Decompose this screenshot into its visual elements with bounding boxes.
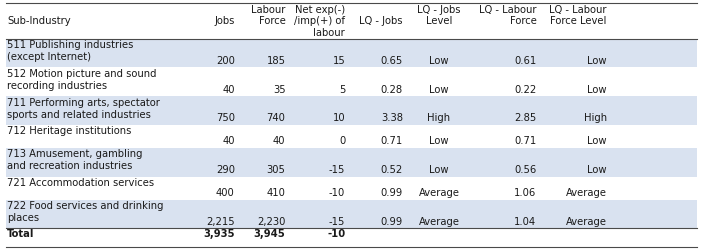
Bar — [6, 96, 697, 125]
Bar — [6, 39, 697, 68]
Text: Average: Average — [418, 217, 460, 227]
Text: 0.71: 0.71 — [514, 136, 536, 146]
Text: 200: 200 — [216, 56, 235, 66]
Text: 35: 35 — [273, 85, 285, 95]
Text: 1.04: 1.04 — [515, 217, 536, 227]
Text: 0.22: 0.22 — [514, 85, 536, 95]
Text: 511 Publishing industries
(except Internet): 511 Publishing industries (except Intern… — [7, 40, 134, 62]
Text: 40: 40 — [222, 136, 235, 146]
Text: 0.56: 0.56 — [514, 165, 536, 175]
Text: Labour: Labour — [251, 5, 285, 15]
Text: Low: Low — [587, 56, 607, 66]
Text: 40: 40 — [273, 136, 285, 146]
Text: 10: 10 — [333, 113, 345, 123]
Text: 290: 290 — [216, 165, 235, 175]
Text: LQ - Jobs: LQ - Jobs — [359, 16, 403, 26]
Text: 5: 5 — [339, 85, 345, 95]
Text: 512 Motion picture and sound
recording industries: 512 Motion picture and sound recording i… — [7, 69, 157, 91]
Bar — [6, 177, 697, 200]
Text: 713 Amusement, gambling
and recreation industries: 713 Amusement, gambling and recreation i… — [7, 149, 143, 171]
Bar — [6, 3, 697, 39]
Text: 0.99: 0.99 — [380, 217, 403, 227]
Text: -15: -15 — [329, 165, 345, 175]
Text: 0.28: 0.28 — [381, 85, 403, 95]
Text: Jobs: Jobs — [214, 16, 235, 26]
Text: 0.99: 0.99 — [380, 188, 403, 198]
Text: Low: Low — [430, 136, 449, 146]
Text: 2,215: 2,215 — [206, 217, 235, 227]
Text: 0.65: 0.65 — [380, 56, 403, 66]
Text: 740: 740 — [266, 113, 285, 123]
Text: 0.71: 0.71 — [380, 136, 403, 146]
Text: 750: 750 — [216, 113, 235, 123]
Text: Average: Average — [418, 188, 460, 198]
Text: 0.61: 0.61 — [514, 56, 536, 66]
Text: 3,935: 3,935 — [203, 230, 235, 239]
Text: 3,945: 3,945 — [254, 230, 285, 239]
Bar — [6, 125, 697, 148]
Text: Force: Force — [510, 16, 536, 26]
Text: 185: 185 — [266, 56, 285, 66]
Text: LQ - Jobs: LQ - Jobs — [418, 5, 460, 15]
Bar — [6, 228, 697, 247]
Bar — [6, 68, 697, 96]
Text: High: High — [583, 113, 607, 123]
Text: Net exp(-): Net exp(-) — [295, 5, 345, 15]
Text: Low: Low — [587, 85, 607, 95]
Text: 0.52: 0.52 — [380, 165, 403, 175]
Text: 410: 410 — [266, 188, 285, 198]
Text: 711 Performing arts, spectator
sports and related industries: 711 Performing arts, spectator sports an… — [7, 98, 160, 120]
Text: -10: -10 — [327, 230, 345, 239]
Bar — [6, 200, 697, 228]
Text: Low: Low — [587, 165, 607, 175]
Text: 0: 0 — [339, 136, 345, 146]
Text: 40: 40 — [222, 85, 235, 95]
Text: 305: 305 — [266, 165, 285, 175]
Text: High: High — [427, 113, 451, 123]
Text: LQ - Labour: LQ - Labour — [479, 5, 536, 15]
Text: 15: 15 — [333, 56, 345, 66]
Bar — [6, 148, 697, 177]
Text: Force: Force — [259, 16, 285, 26]
Text: -15: -15 — [329, 217, 345, 227]
Text: Low: Low — [430, 56, 449, 66]
Text: 1.06: 1.06 — [514, 188, 536, 198]
Text: Average: Average — [566, 217, 607, 227]
Text: -10: -10 — [329, 188, 345, 198]
Text: Low: Low — [430, 165, 449, 175]
Text: /imp(+) of: /imp(+) of — [294, 16, 345, 26]
Text: Level: Level — [426, 16, 452, 26]
Text: 3.38: 3.38 — [381, 113, 403, 123]
Text: Low: Low — [430, 85, 449, 95]
Text: 2.85: 2.85 — [514, 113, 536, 123]
Text: Total: Total — [7, 230, 34, 239]
Text: Low: Low — [587, 136, 607, 146]
Text: 400: 400 — [216, 188, 235, 198]
Text: labour: labour — [314, 28, 345, 38]
Text: LQ - Labour: LQ - Labour — [549, 5, 607, 15]
Text: 712 Heritage institutions: 712 Heritage institutions — [7, 126, 131, 136]
Text: Sub-Industry: Sub-Industry — [7, 16, 71, 26]
Text: 721 Accommodation services: 721 Accommodation services — [7, 178, 154, 188]
Text: Force Level: Force Level — [550, 16, 607, 26]
Text: Average: Average — [566, 188, 607, 198]
Text: 722 Food services and drinking
places: 722 Food services and drinking places — [7, 201, 164, 223]
Text: 2,230: 2,230 — [257, 217, 285, 227]
